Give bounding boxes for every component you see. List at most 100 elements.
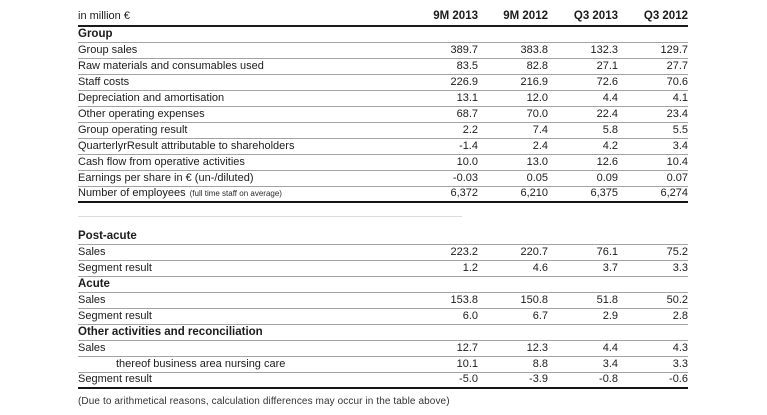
cell-value: 3.3 (672, 358, 688, 370)
cell-value: 27.1 (596, 60, 618, 72)
table-row: Sales 153.8 150.8 51.8 50.2 (78, 293, 688, 309)
cell-value: 2.4 (532, 140, 548, 152)
cell-value: 3.4 (672, 140, 688, 152)
cell-value: 6,210 (520, 187, 548, 199)
table-row: Group sales 389.7 383.8 132.3 129.7 (78, 43, 688, 59)
cell-value: 5.5 (672, 124, 688, 136)
cell-value: 4.1 (672, 92, 688, 104)
cell-value: 2.2 (462, 124, 478, 136)
cell-value: 3.3 (672, 262, 688, 274)
table-row: Sales 12.7 12.3 4.4 4.3 (78, 341, 688, 357)
table-row: Segment result -5.0 -3.9 -0.8 -0.6 (78, 373, 688, 389)
cell-value: 5.8 (602, 124, 618, 136)
table-row: Number of employees (full time staff on a… (78, 187, 688, 203)
section-title: Post-acute (78, 230, 137, 242)
cell-value: 383.8 (520, 44, 548, 56)
table-row: Segment result 6.0 6.7 2.9 2.8 (78, 309, 688, 325)
cell-value: 6.7 (532, 310, 548, 322)
row-label: Cash flow from operative activities (78, 156, 245, 168)
cell-value: -3.9 (529, 373, 548, 385)
cell-value: 0.09 (596, 172, 618, 184)
section-title: Other activities and reconciliation (78, 326, 263, 338)
cell-value: 72.6 (596, 76, 618, 88)
unit-label: in million € (78, 10, 130, 22)
cell-value: 51.8 (596, 294, 618, 306)
cell-value: 68.7 (456, 108, 478, 120)
row-label: Segment result (78, 262, 152, 274)
cell-value: 4.3 (672, 342, 688, 354)
cell-value: 75.2 (666, 246, 688, 258)
cell-value: -1.4 (459, 140, 478, 152)
cell-value: 0.05 (526, 172, 548, 184)
cell-value: 389.7 (450, 44, 478, 56)
cell-value: 6,372 (450, 187, 478, 199)
cell-value: 10.0 (456, 156, 478, 168)
row-label-note: (full time staff on average) (189, 189, 282, 198)
cell-value: 4.6 (532, 262, 548, 274)
row-label: Sales (78, 246, 106, 258)
cell-value: 223.2 (450, 246, 478, 258)
cell-value: 70.6 (666, 76, 688, 88)
row-label: Staff costs (78, 76, 130, 88)
table-row: Earnings per share in € (un-/diluted) -0… (78, 171, 688, 187)
section-rows: Sales 223.2 220.7 76.1 75.2 Segment resu… (78, 245, 688, 277)
cell-value: 216.9 (520, 76, 548, 88)
cell-value: 12.6 (596, 156, 618, 168)
table-row: Group operating result 2.2 7.4 5.8 5.5 (78, 123, 688, 139)
cell-value: 4.4 (602, 342, 618, 354)
table-footnote: (Due to arithmetical reasons, calculatio… (78, 396, 450, 407)
cell-value: 8.8 (532, 358, 548, 370)
section-title: Group (78, 28, 113, 40)
cell-value: 82.8 (526, 60, 548, 72)
row-label: Number of employees (78, 187, 186, 199)
cell-value: 4.4 (602, 92, 618, 104)
table-section: Post-acute Sales 223.2 220.7 76.1 75.2 S… (78, 229, 688, 277)
faint-separator-line (78, 216, 463, 217)
cell-value: 132.3 (590, 44, 618, 56)
cell-value: 0.07 (666, 172, 688, 184)
column-header-q3-2013: Q3 2013 (573, 10, 618, 22)
table-row: thereof business area nursing care 10.1 … (78, 357, 688, 373)
cell-value: -0.8 (599, 373, 618, 385)
cell-value: 129.7 (660, 44, 688, 56)
table-row: Depreciation and amortisation 13.1 12.0 … (78, 91, 688, 107)
cell-value: 22.4 (596, 108, 618, 120)
cell-value: 27.7 (666, 60, 688, 72)
row-label: Other operating expenses (78, 108, 205, 120)
table-row: Other operating expenses 68.7 70.0 22.4 … (78, 107, 688, 123)
cell-value: 226.9 (450, 76, 478, 88)
table-header-row: in million € 9M 2013 9M 2012 Q3 2013 Q3 … (78, 8, 688, 27)
column-header-9m-2012: 9M 2012 (503, 10, 548, 22)
section-title-row: Acute (78, 277, 688, 293)
row-label: Segment result (78, 373, 152, 385)
cell-value: 12.0 (526, 92, 548, 104)
section-title-row: Group (78, 27, 688, 43)
section-title: Acute (78, 278, 110, 290)
table-section: Acute Sales 153.8 150.8 51.8 50.2 Segmen… (78, 277, 688, 325)
column-header-q3-2012: Q3 2012 (643, 10, 688, 22)
row-label: thereof business area nursing care (116, 358, 286, 370)
cell-value: 6.0 (462, 310, 478, 322)
cell-value: -5.0 (459, 373, 478, 385)
row-label: QuarterlyrResult attributable to shareho… (78, 140, 295, 152)
table-section: Group Group sales 389.7 383.8 132.3 129.… (78, 27, 688, 203)
cell-value: 220.7 (520, 246, 548, 258)
cell-value: 7.4 (532, 124, 548, 136)
cell-value: 10.1 (456, 358, 478, 370)
row-label: Segment result (78, 310, 152, 322)
cell-value: -0.6 (669, 373, 688, 385)
cell-value: 10.4 (666, 156, 688, 168)
section-rows: Sales 153.8 150.8 51.8 50.2 Segment resu… (78, 293, 688, 325)
cell-value: 3.7 (602, 262, 618, 274)
table-row: Segment result 1.2 4.6 3.7 3.3 (78, 261, 688, 277)
table-row: Cash flow from operative activities 10.0… (78, 155, 688, 171)
table-section: Other activities and reconciliation Sale… (78, 325, 688, 389)
table-row: Staff costs 226.9 216.9 72.6 70.6 (78, 75, 688, 91)
row-label: Sales (78, 342, 106, 354)
cell-value: 153.8 (450, 294, 478, 306)
section-gap (78, 203, 688, 229)
cell-value: 50.2 (666, 294, 688, 306)
row-label: Sales (78, 294, 106, 306)
table-body: Group Group sales 389.7 383.8 132.3 129.… (78, 27, 688, 389)
cell-value: 12.7 (456, 342, 478, 354)
